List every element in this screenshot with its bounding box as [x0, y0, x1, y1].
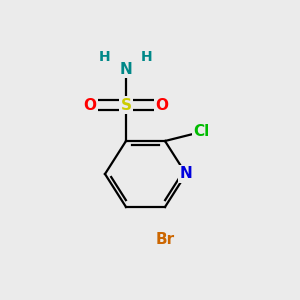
Text: S: S	[121, 98, 131, 112]
Text: Br: Br	[155, 232, 175, 247]
Text: H: H	[141, 50, 153, 64]
Text: H: H	[99, 50, 111, 64]
Text: N: N	[180, 167, 192, 182]
Text: Cl: Cl	[193, 124, 209, 140]
Text: N: N	[120, 61, 132, 76]
Text: O: O	[83, 98, 97, 112]
Text: O: O	[155, 98, 169, 112]
